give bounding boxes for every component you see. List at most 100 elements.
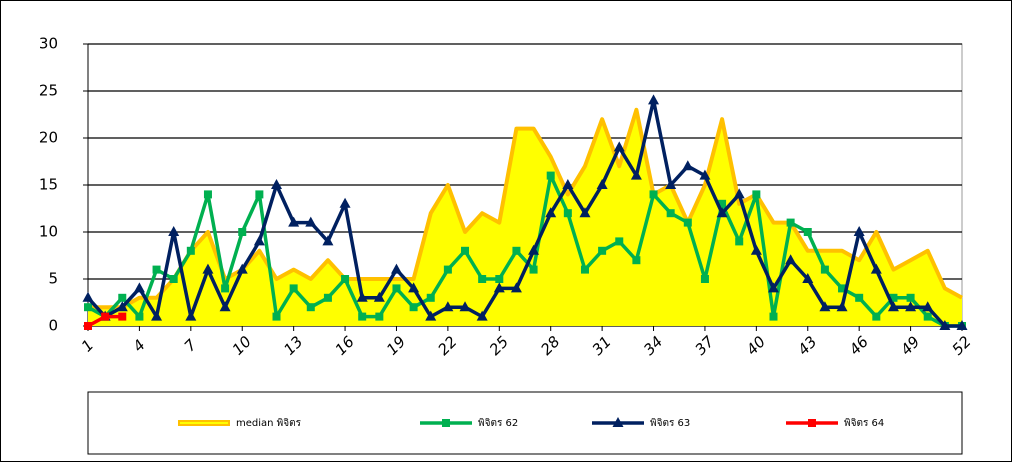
marker bbox=[803, 228, 812, 236]
marker bbox=[887, 301, 899, 312]
y-tick-label: 20 bbox=[39, 129, 58, 147]
y-tick-label: 10 bbox=[39, 223, 58, 241]
marker bbox=[116, 301, 128, 312]
area-fill bbox=[88, 109, 962, 326]
marker bbox=[699, 169, 711, 180]
marker bbox=[151, 310, 163, 321]
marker bbox=[253, 235, 265, 246]
marker bbox=[872, 312, 881, 321]
marker bbox=[82, 291, 94, 302]
y-tick-label: 15 bbox=[39, 176, 58, 194]
marker bbox=[478, 275, 487, 283]
series-line bbox=[86, 98, 962, 328]
marker bbox=[186, 246, 195, 255]
marker bbox=[939, 320, 951, 330]
legend-label: พิจิตร 63 bbox=[650, 418, 690, 429]
marker bbox=[563, 209, 572, 218]
marker bbox=[133, 282, 145, 293]
marker bbox=[271, 179, 283, 189]
marker bbox=[546, 171, 555, 180]
marker bbox=[512, 246, 521, 255]
marker bbox=[373, 291, 385, 302]
legend-marker bbox=[442, 419, 450, 427]
marker bbox=[853, 226, 865, 236]
marker bbox=[305, 216, 317, 227]
marker bbox=[255, 190, 264, 199]
marker bbox=[459, 301, 471, 312]
marker bbox=[84, 322, 92, 330]
marker bbox=[443, 265, 452, 274]
marker bbox=[426, 293, 435, 302]
marker bbox=[461, 246, 470, 255]
marker bbox=[733, 188, 745, 199]
marker bbox=[615, 237, 624, 246]
marker bbox=[408, 282, 420, 293]
marker bbox=[819, 301, 831, 312]
marker bbox=[889, 293, 898, 302]
legend-marker bbox=[612, 417, 624, 427]
marker bbox=[409, 303, 418, 312]
marker bbox=[836, 301, 848, 312]
marker bbox=[598, 246, 607, 255]
marker bbox=[820, 265, 829, 274]
y-tick-label: 5 bbox=[48, 270, 58, 288]
marker bbox=[425, 310, 437, 321]
legend-label: พิจิตร 62 bbox=[478, 418, 518, 429]
marker bbox=[289, 284, 298, 293]
marker bbox=[562, 179, 574, 189]
marker bbox=[786, 218, 795, 227]
marker bbox=[649, 190, 658, 199]
marker bbox=[101, 312, 110, 321]
marker bbox=[956, 320, 968, 330]
marker bbox=[905, 301, 917, 312]
marker bbox=[580, 265, 589, 274]
legend-marker bbox=[808, 419, 816, 427]
marker bbox=[682, 160, 694, 171]
marker bbox=[203, 190, 212, 199]
marker bbox=[288, 216, 300, 227]
marker bbox=[613, 141, 625, 152]
marker bbox=[630, 169, 642, 180]
marker bbox=[752, 190, 761, 199]
marker bbox=[358, 312, 367, 321]
y-tick-label: 25 bbox=[39, 82, 58, 100]
marker bbox=[236, 263, 248, 274]
marker bbox=[339, 197, 351, 208]
marker bbox=[272, 312, 281, 321]
marker bbox=[528, 244, 540, 255]
marker bbox=[168, 226, 180, 236]
marker bbox=[135, 312, 144, 321]
marker bbox=[750, 244, 762, 255]
legend-label: median พิจิตร bbox=[236, 418, 302, 429]
marker bbox=[579, 207, 591, 218]
marker bbox=[169, 275, 178, 283]
marker bbox=[700, 275, 709, 283]
marker bbox=[922, 301, 934, 312]
marker bbox=[838, 284, 847, 293]
marker bbox=[442, 301, 454, 312]
marker bbox=[84, 303, 92, 312]
marker bbox=[221, 284, 230, 293]
marker bbox=[596, 179, 608, 189]
marker bbox=[870, 263, 882, 274]
marker bbox=[306, 303, 315, 312]
marker bbox=[152, 265, 161, 274]
marker bbox=[341, 275, 350, 283]
y-tick-label: 30 bbox=[39, 35, 58, 53]
y-tick-label: 0 bbox=[48, 317, 58, 335]
series-line bbox=[87, 173, 962, 328]
marker bbox=[718, 199, 727, 208]
marker bbox=[510, 282, 522, 293]
marker bbox=[118, 312, 127, 321]
marker bbox=[322, 235, 334, 246]
marker bbox=[493, 282, 505, 293]
marker bbox=[118, 293, 127, 302]
marker bbox=[716, 207, 728, 218]
marker bbox=[545, 207, 557, 218]
marker bbox=[767, 282, 779, 293]
marker bbox=[202, 263, 214, 274]
marker bbox=[356, 291, 368, 302]
marker bbox=[392, 284, 401, 293]
marker bbox=[632, 256, 641, 265]
marker bbox=[323, 293, 332, 302]
